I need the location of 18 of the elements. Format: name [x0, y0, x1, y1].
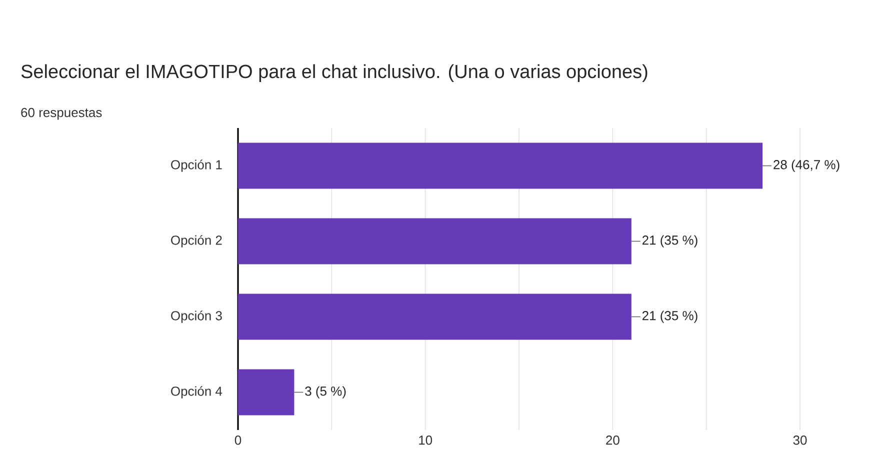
bar — [238, 369, 294, 416]
data-label: 21 (35 %) — [642, 310, 698, 323]
data-label: 28 (46,7 %) — [774, 160, 840, 172]
text: 60 respuestas — [21, 108, 102, 120]
bar — [238, 142, 763, 189]
x-tick-label: 10 — [419, 436, 432, 445]
x-tick-label: 20 — [606, 436, 620, 445]
x-tick-label: 30 — [793, 436, 807, 445]
bar — [238, 218, 632, 264]
y-tick-label: Opción 4 — [171, 386, 222, 398]
y-tick-label: Opción 3 — [171, 310, 222, 323]
data-label: 21 (35 %) — [642, 235, 698, 248]
chart-title: Seleccionar el IMAGOTIPO para el chat inclusivo. (Una o varias opciones) — [21, 64, 648, 82]
y-tick-label: Opción 1 — [171, 160, 222, 172]
data-label: 3 (5 %) — [305, 386, 346, 398]
bar — [238, 294, 632, 340]
y-tick-label: Opción 2 — [171, 235, 222, 248]
x-tick-label: 0 — [234, 436, 242, 445]
